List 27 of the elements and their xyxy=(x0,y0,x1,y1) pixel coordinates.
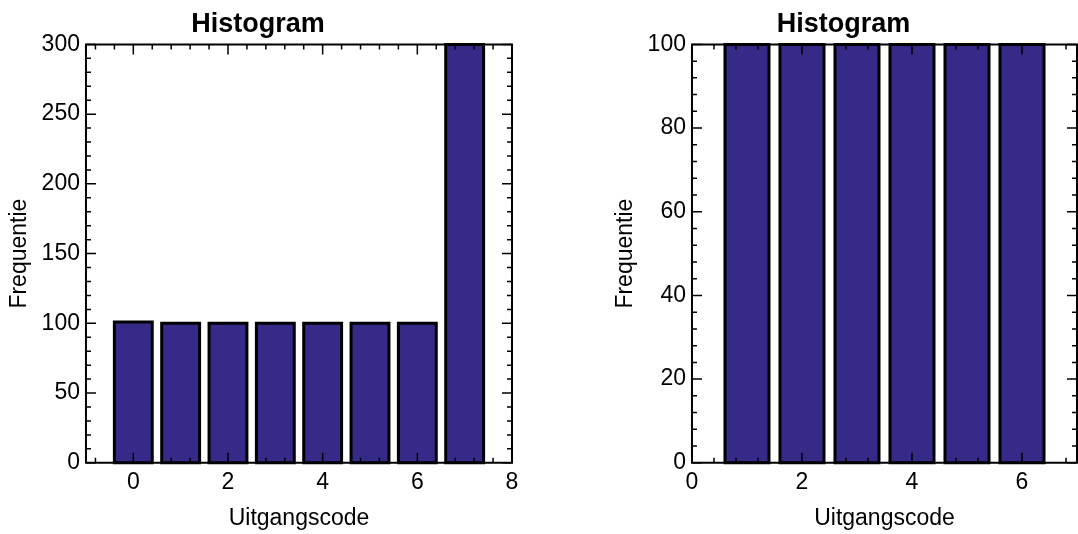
chart-title: Histogram xyxy=(191,7,325,38)
y-tick-label: 80 xyxy=(660,113,686,140)
y-tick-label: 60 xyxy=(660,197,686,224)
y-tick-label: 150 xyxy=(41,238,80,265)
y-tick-label: 20 xyxy=(660,364,686,391)
y-tick-label: 300 xyxy=(41,29,80,56)
x-axis-title: Uitgangscode xyxy=(814,503,955,530)
y-tick-label: 250 xyxy=(41,99,80,126)
x-tick-label: 6 xyxy=(410,467,424,494)
x-tick-label: 0 xyxy=(126,467,140,494)
y-tick-label: 200 xyxy=(41,169,80,196)
x-tick-label: 4 xyxy=(316,467,330,494)
y-tick-label: 100 xyxy=(647,29,686,56)
y-axis-title: Frequentie xyxy=(611,198,638,309)
y-tick-label: 50 xyxy=(54,378,80,405)
x-tick-label: 4 xyxy=(905,467,919,494)
y-tick-label: 100 xyxy=(41,308,80,335)
y-axis-title: Frequentie xyxy=(5,198,32,309)
x-axis-title: Uitgangscode xyxy=(228,503,370,530)
y-tick-label: 0 xyxy=(673,448,686,475)
x-tick-label: 2 xyxy=(795,467,809,494)
x-tick-label: 8 xyxy=(505,467,519,494)
x-tick-label: 6 xyxy=(1015,467,1029,494)
chart-title: Histogram xyxy=(776,7,911,38)
x-tick-label: 2 xyxy=(221,467,235,494)
y-tick-label: 0 xyxy=(67,448,80,475)
y-tick-label: 40 xyxy=(660,280,686,307)
